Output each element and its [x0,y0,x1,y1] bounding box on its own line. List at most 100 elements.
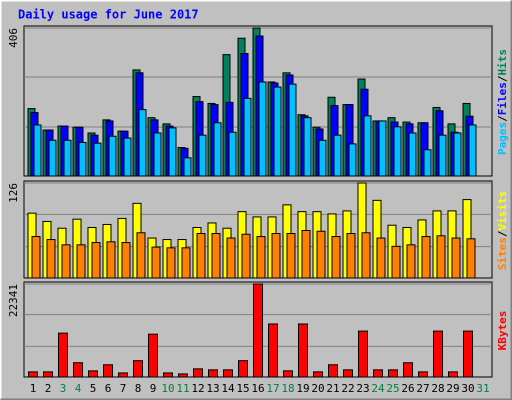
bar [423,149,432,177]
bar [73,362,83,378]
x-tick-label: 12 [191,382,204,395]
bar [153,132,162,177]
bar [433,330,443,378]
x-tick-label: 14 [221,382,235,395]
bar [403,362,413,378]
y-tick-label: 22341 [7,284,20,317]
bar [33,124,42,177]
bar [121,242,131,279]
bar [213,122,222,177]
x-tick-label: 24 [371,382,385,395]
legend: KBytes [496,311,509,351]
legend-separator: / [496,230,509,237]
x-tick-label: 30 [461,382,474,395]
x-tick-label: 10 [161,382,174,395]
bar [301,230,311,279]
bar [373,369,383,378]
x-tick-label: 19 [296,382,309,395]
bar [78,141,87,177]
bar [63,139,72,177]
bar [268,323,278,378]
x-tick-label: 31 [476,382,489,395]
legend-separator: / [496,75,509,82]
bar [256,236,266,279]
bar [168,127,177,177]
x-tick-label: 2 [45,382,52,395]
bar [46,239,56,279]
bar [181,247,191,279]
bar [318,139,327,177]
bar [88,370,98,378]
bar [343,369,353,378]
bar [348,143,357,177]
bar [243,97,252,177]
bar [298,323,308,378]
legend-entry: Sites [496,237,509,270]
x-tick-label: 26 [401,382,414,395]
bar [106,241,116,279]
bar [388,369,398,378]
bar [163,372,173,378]
bar [436,235,446,279]
bar [238,360,248,378]
bar [241,233,251,279]
bar [313,371,323,378]
bar [421,236,431,279]
bar [331,236,341,279]
bar [61,244,71,279]
bar [226,237,236,279]
bar [151,246,161,279]
x-tick-label: 16 [251,382,264,395]
x-tick-label: 11 [176,382,189,395]
x-tick-label: 8 [135,382,142,395]
x-tick-label: 25 [386,382,399,395]
bar [193,368,203,378]
bar [118,372,128,378]
legend-entry: Visits [496,191,509,231]
legend-entry: Pages [496,122,509,155]
bar [391,245,401,279]
x-tick-label: 20 [311,382,324,395]
legend-entry: KBytes [496,311,509,351]
bar [393,126,402,177]
x-tick-label: 17 [266,382,279,395]
bar [253,283,263,378]
bar [453,132,462,177]
bar [468,124,477,177]
bar [271,233,281,279]
bar [208,369,218,378]
bar [303,117,312,177]
bar [31,236,41,279]
x-tick-label: 15 [236,382,249,395]
bar [346,233,356,279]
bar [258,81,267,177]
x-tick-label: 18 [281,382,294,395]
bar [463,330,473,378]
x-tick-label: 1 [30,382,37,395]
bar [91,242,101,279]
x-tick-label: 27 [416,382,429,395]
bar [136,232,146,279]
bar [376,237,386,279]
bar [196,233,206,279]
bar [166,247,176,279]
x-tick-label: 9 [150,382,157,395]
bar [43,371,53,378]
bar [198,134,207,177]
bar [363,115,372,177]
x-tick-label: 5 [90,382,97,395]
bar [328,364,338,378]
bar [408,132,417,177]
bar [406,244,416,279]
legend-separator: / [496,115,509,122]
x-tick-label: 6 [105,382,112,395]
bar [48,139,57,177]
bar [283,370,293,378]
bar [28,371,38,378]
x-tick-label: 3 [60,382,67,395]
bar [286,233,296,279]
bar [466,238,476,279]
x-tick-label: 21 [326,382,339,395]
